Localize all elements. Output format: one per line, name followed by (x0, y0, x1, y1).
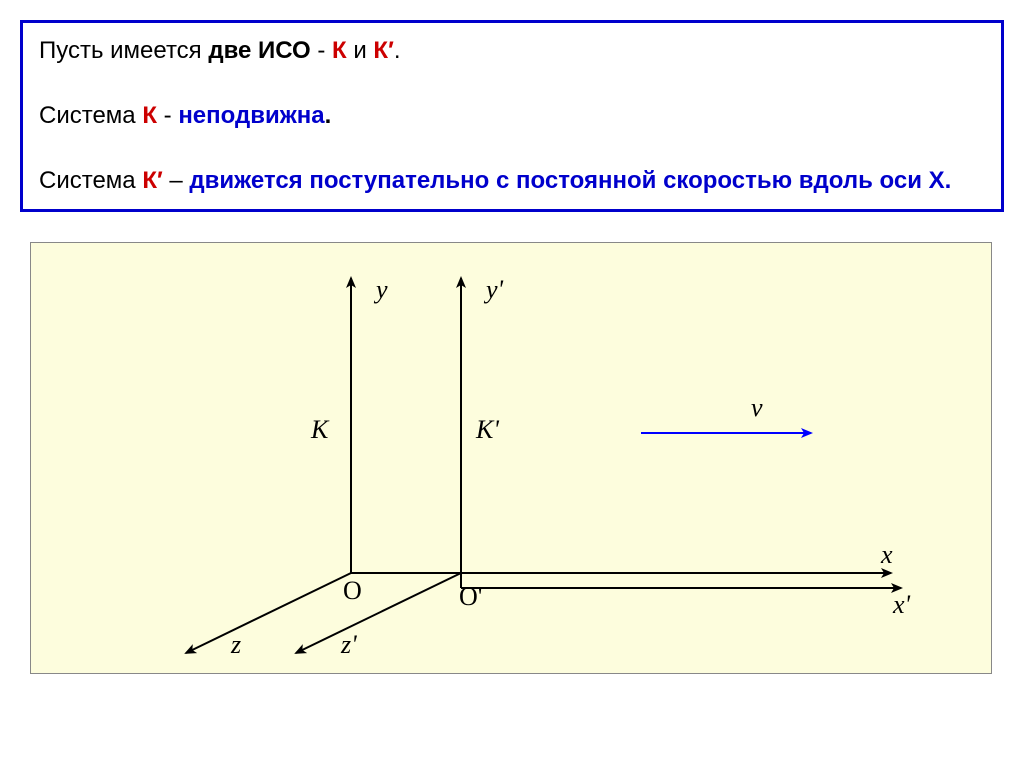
line2-dash: - (157, 102, 178, 129)
line1-red2: К′ (373, 37, 393, 64)
svg-text:K: K (310, 415, 330, 444)
line1-and: и (347, 37, 374, 64)
line1-mid: - (311, 37, 332, 64)
line2: Система К - неподвижна. (39, 100, 985, 132)
svg-text:K': K' (475, 415, 499, 444)
line1-prefix: Пусть имеется (39, 37, 208, 64)
svg-text:O': O' (459, 582, 482, 611)
line2-red: К (142, 102, 157, 129)
svg-text:z': z' (340, 630, 357, 659)
line2-prefix: Система (39, 102, 142, 129)
line2-end: . (325, 102, 332, 129)
coordinate-diagram: y y' x x' z z' K K' O O' v⃗ (30, 242, 992, 674)
diagram-svg: y y' x x' z z' K K' O O' v⃗ (31, 243, 991, 673)
svg-text:O: O (343, 576, 362, 605)
line1-red1: К (332, 37, 347, 64)
svg-text:x': x' (892, 590, 911, 619)
line3: Система К′ – движется поступательно с по… (39, 165, 985, 197)
line1: Пусть имеется две ИСО - К и К′. (39, 35, 985, 67)
line3-dash: – (163, 167, 190, 194)
svg-text:y: y (373, 275, 388, 304)
line1-end: . (394, 37, 401, 64)
line3-red: К′ (142, 167, 162, 194)
svg-text:y': y' (483, 275, 504, 304)
svg-text:v⃗: v⃗ (751, 393, 783, 422)
svg-text:z: z (230, 630, 241, 659)
line3-blue: движется поступательно с постоянной скор… (189, 167, 951, 194)
description-textbox: Пусть имеется две ИСО - К и К′. Система … (20, 20, 1004, 212)
svg-text:x: x (880, 540, 893, 569)
line3-prefix: Система (39, 167, 142, 194)
line1-bold: две ИСО (208, 37, 310, 64)
line2-blue: неподвижна (178, 102, 324, 129)
